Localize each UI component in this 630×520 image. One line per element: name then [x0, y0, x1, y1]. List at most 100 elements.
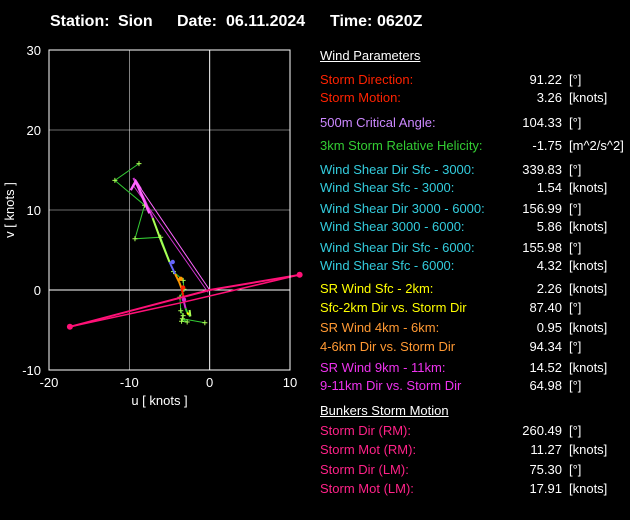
station-label: Station: [50, 13, 110, 30]
param-label: Wind Shear Dir Sfc - 3000: [320, 162, 475, 177]
param-value: 3.26 [536, 90, 562, 105]
param-value: 2.26 [536, 281, 562, 296]
plot-frame [48, 49, 291, 371]
hodograph-point [184, 319, 190, 325]
param-label: Wind Shear Dir 3000 - 6000: [320, 201, 485, 216]
param-row: SR Wind 9km - 11km: 14.52 [knots] [320, 360, 630, 378]
param-row: 4-6km Dir vs. Storm Dir 94.34 [°] [320, 339, 630, 357]
param-value: 155.98 [522, 240, 562, 255]
param-row: Storm Direction: 91.22 [°] [320, 72, 630, 90]
bunkers-rm-point [296, 271, 303, 278]
param-unit: [knots] [569, 258, 608, 273]
param-label: SR Wind 4km - 6km: [320, 320, 440, 335]
param-label: Storm Mot (LM): [320, 481, 414, 496]
bunkers-lm-ray [69, 302, 181, 328]
hodograph-level-marker [181, 297, 187, 302]
param-label: 500m Critical Angle: [320, 115, 436, 130]
hodograph-point [136, 161, 142, 167]
param-row: Wind Shear Dir Sfc - 6000: 155.98 [°] [320, 240, 630, 258]
bunkers-lm-point [66, 323, 73, 330]
hodograph-point [178, 308, 184, 314]
hodograph-inner-segment [160, 241, 171, 263]
y-tick-label: -10 [22, 363, 41, 378]
param-value: 94.34 [529, 339, 562, 354]
hodograph-point [179, 318, 185, 324]
date-value: 06.11.2024 [226, 13, 306, 30]
param-value: -1.75 [532, 138, 562, 153]
station-name: Sion [118, 13, 153, 30]
param-unit: [°] [569, 162, 582, 177]
hodograph-point [132, 236, 138, 242]
y-tick-label: 0 [34, 283, 41, 298]
param-row: SR Wind 4km - 6km: 0.95 [knots] [320, 320, 630, 338]
param-value: 1.54 [536, 180, 562, 195]
param-label: Storm Dir (LM): [320, 462, 409, 477]
param-unit: [°] [569, 201, 582, 216]
param-row: 3km Storm Relative Helicity: -1.75 [m^2/s^… [320, 138, 630, 156]
hodograph-level-marker [180, 285, 186, 290]
param-row: 9-11km Dir vs. Storm Dir 64.98 [°] [320, 378, 630, 396]
param-label: SR Wind Sfc - 2km: [320, 281, 434, 296]
param-label: Sfc-2km Dir vs. Storm Dir [320, 300, 467, 315]
hodograph-point [202, 320, 208, 326]
param-label: Wind Shear Dir Sfc - 6000: [320, 240, 475, 255]
param-unit: [knots] [569, 90, 608, 105]
param-unit: [°] [569, 378, 582, 393]
hodograph-outer-line [114, 163, 205, 324]
param-value: 260.49 [522, 423, 562, 438]
time-label: Time: [330, 13, 373, 30]
param-value: 64.98 [529, 378, 562, 393]
param-unit: [°] [569, 300, 582, 315]
param-value: 11.27 [530, 442, 562, 457]
param-label: 9-11km Dir vs. Storm Dir [320, 378, 462, 393]
param-label: Storm Dir (RM): [320, 423, 411, 438]
param-value: 17.91 [529, 481, 562, 496]
x-tick-label: -20 [40, 375, 59, 390]
param-value: 87.40 [529, 300, 562, 315]
x-tick-label: 10 [283, 375, 297, 390]
hodograph-level-marker [170, 259, 175, 265]
param-unit: [knots] [569, 219, 608, 234]
param-value: 75.30 [529, 462, 562, 477]
param-value: 0.95 [536, 320, 562, 335]
param-unit: [knots] [569, 320, 608, 335]
storm-motion-vector [135, 180, 211, 291]
param-row: Wind Shear 3000 - 6000: 5.86 [knots] [320, 219, 630, 237]
storm-motion-arrow-shaft [134, 180, 151, 214]
param-unit: [°] [569, 240, 582, 255]
bunkers-right-mover-vector [209, 273, 300, 291]
param-unit: [knots] [569, 481, 608, 496]
param-label: Wind Shear 3000 - 6000: [320, 219, 465, 234]
time-value: 0620Z [377, 13, 423, 30]
bunkers-rm-ray [180, 274, 300, 304]
hodograph-inner-segment [168, 261, 177, 275]
series-layer [66, 161, 303, 330]
y-tick-label: 20 [27, 123, 41, 138]
param-row: Wind Shear Dir Sfc - 3000: 339.83 [°] [320, 162, 630, 180]
hodograph-inner-segment [182, 301, 187, 309]
hodograph-point [179, 316, 185, 322]
x-tick-label: 0 [206, 375, 213, 390]
param-label: Wind Shear Sfc - 6000: [320, 258, 455, 273]
hodograph-inner-segment [188, 309, 192, 317]
param-row: SR Wind Sfc - 2km: 2.26 [knots] [320, 281, 630, 299]
hodograph-point [180, 313, 186, 319]
param-row: Storm Dir (LM): 75.30 [°] [320, 462, 630, 480]
y-axis-label: v [ knots ] [2, 182, 17, 238]
param-label: Storm Motion: [320, 90, 401, 105]
param-value: 104.33 [522, 115, 562, 130]
y-tick-label: 10 [27, 203, 41, 218]
param-value: 339.83 [522, 162, 562, 177]
hodograph-point [112, 177, 118, 183]
date-label: Date: [177, 13, 218, 30]
param-label: Wind Shear Sfc - 3000: [320, 180, 455, 195]
param-unit: [m^2/s^2] [569, 138, 624, 153]
hodograph-inner-segment [186, 311, 190, 316]
hodograph-inner-segment [174, 273, 181, 283]
param-value: 4.32 [536, 258, 562, 273]
param-unit: [knots] [569, 442, 608, 457]
param-unit: [°] [569, 115, 582, 130]
param-value: 14.52 [529, 360, 562, 375]
hodograph-level-marker [178, 276, 183, 281]
